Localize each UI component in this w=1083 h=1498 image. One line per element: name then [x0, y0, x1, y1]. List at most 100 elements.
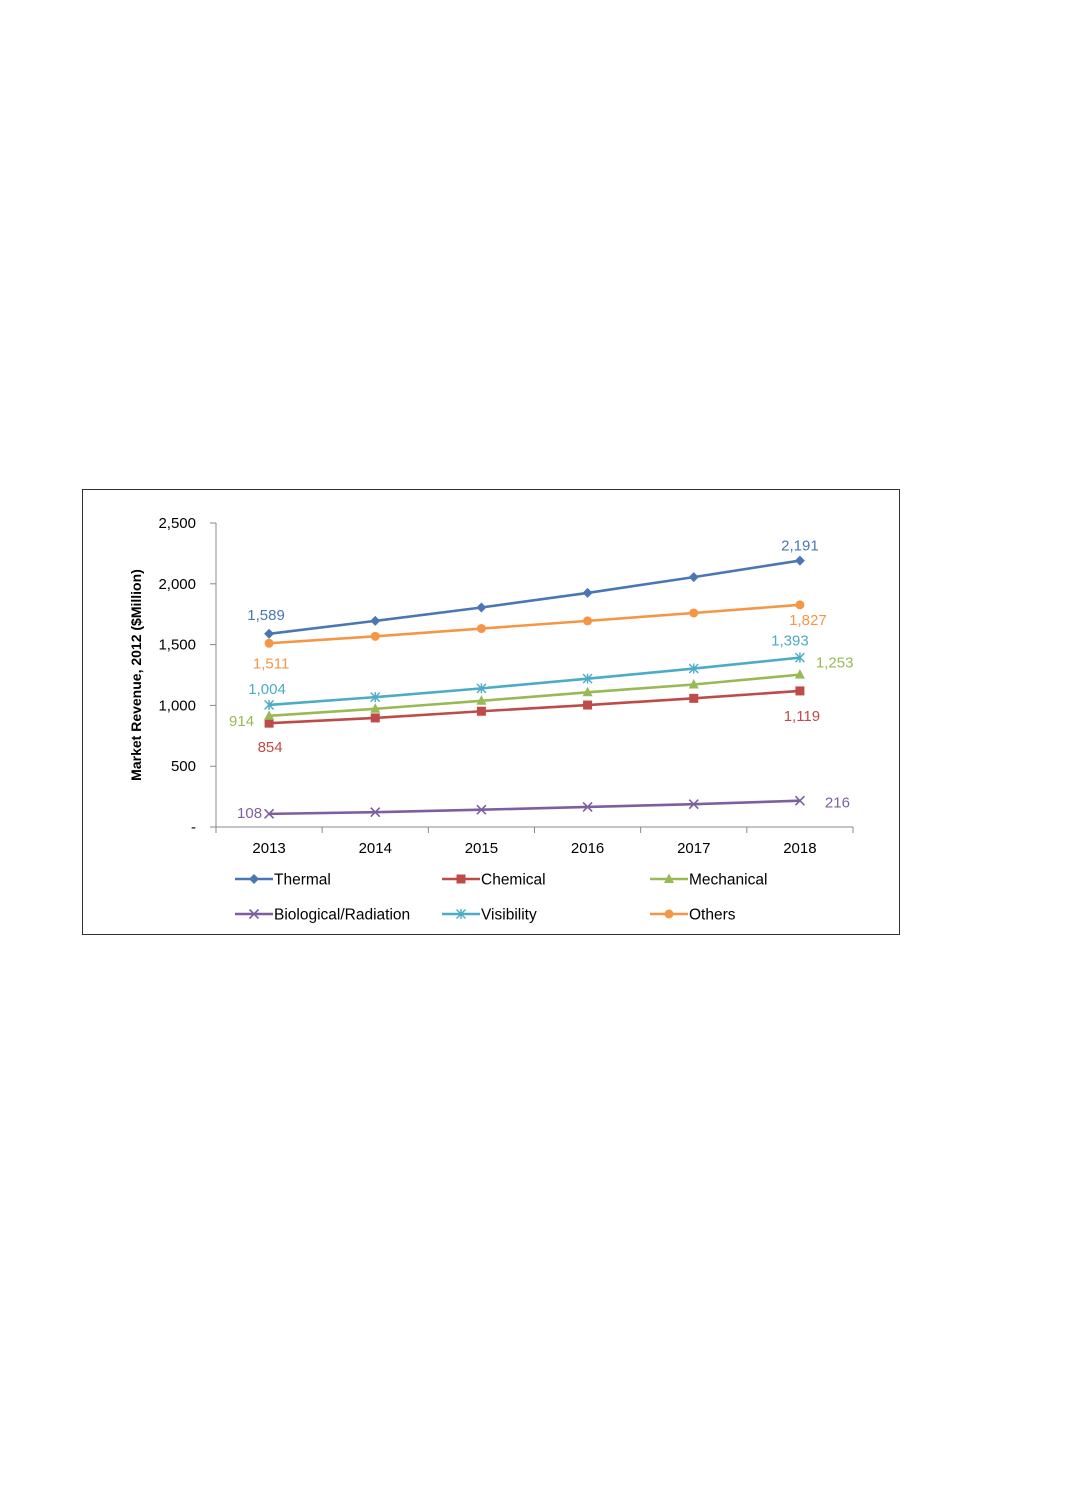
data-point-marker [370, 615, 381, 626]
asterisk-marker [476, 683, 487, 694]
data-point-marker [688, 678, 699, 689]
data-point-marker [264, 699, 275, 710]
x-tick-label: 2014 [359, 840, 392, 857]
data-point-marker [794, 555, 805, 566]
data-point-marker [370, 631, 380, 641]
data-point-marker [795, 686, 805, 696]
series-line [268, 559, 801, 636]
triangle-marker [476, 695, 487, 705]
data-point-marker [264, 808, 275, 819]
data-label: 1,004 [248, 681, 286, 698]
x-marker [688, 799, 699, 810]
legend-item-mechanical: Mechanical [650, 872, 767, 889]
data-label: 914 [229, 713, 254, 730]
x-tick-label: 2013 [252, 840, 285, 857]
data-label: 1,827 [789, 612, 827, 629]
series-biological-radiation [264, 795, 805, 819]
data-point-marker [794, 669, 805, 679]
square-marker [456, 874, 466, 884]
x-tick-label: 2018 [783, 840, 816, 857]
line-chart: - 500 1,000 1,500 2,000 2,500 2013 2014 2015 2016… [128, 515, 854, 924]
data-label: 2,191 [781, 538, 819, 555]
data-point-marker [664, 909, 674, 919]
asterisk-marker [794, 652, 805, 663]
triangle-marker [664, 873, 674, 883]
data-point-marker [476, 706, 486, 716]
asterisk-marker [370, 692, 381, 703]
circle-marker [476, 624, 486, 634]
series-line [268, 656, 801, 707]
asterisk-marker [264, 699, 275, 710]
y-tick-label: 500 [171, 758, 196, 775]
square-marker [583, 700, 593, 710]
legend-label: Thermal [274, 872, 331, 889]
legend-label: Others [689, 907, 736, 924]
legend-item-biological-radiation: Biological/Radiation [235, 907, 410, 924]
data-point-marker [583, 616, 593, 626]
data-point-marker [689, 608, 699, 618]
data-point-marker [456, 874, 466, 884]
data-point-marker [264, 710, 275, 720]
data-point-marker [582, 673, 593, 684]
legend-item-visibility: Visibility [442, 907, 537, 924]
series-others [264, 600, 805, 648]
data-point-marker [689, 693, 699, 703]
circle-marker [689, 608, 699, 618]
series-line [269, 689, 801, 725]
circle-marker [664, 909, 674, 919]
data-label: 216 [825, 795, 850, 812]
diamond-marker [688, 572, 699, 583]
data-label: 1,589 [247, 607, 285, 624]
square-marker [795, 686, 805, 696]
series-line [268, 673, 801, 718]
data-point-marker [264, 628, 275, 639]
diamond-marker [794, 555, 805, 566]
series-chemical [264, 686, 805, 728]
data-point-marker [688, 663, 699, 674]
data-label: 1,511 [253, 655, 289, 672]
data-point-marker [370, 807, 381, 818]
x-tick-label: 2015 [465, 840, 498, 857]
data-point-marker [370, 692, 381, 703]
data-label: 108 [237, 805, 262, 822]
x-marker [582, 801, 593, 813]
data-point-marker [476, 602, 487, 613]
square-marker [370, 713, 380, 723]
series-thermal [264, 555, 805, 639]
data-point-marker [370, 713, 380, 723]
data-point-marker [582, 686, 593, 697]
x-marker [248, 908, 260, 920]
triangle-marker [688, 678, 699, 689]
x-marker [794, 795, 805, 806]
data-label: 1,253 [816, 655, 854, 672]
y-tick-label: - [191, 819, 196, 836]
data-point-marker [794, 652, 805, 663]
asterisk-marker [456, 909, 466, 919]
series-mechanical [264, 669, 805, 720]
circle-marker [264, 638, 274, 648]
triangle-marker [370, 703, 381, 713]
diamond-marker [582, 587, 593, 598]
data-point-marker [688, 572, 699, 583]
legend-label: Chemical [481, 872, 546, 889]
data-point-marker [664, 873, 674, 883]
x-tick-label: 2016 [571, 840, 604, 857]
legend-item-thermal: Thermal [235, 872, 331, 889]
diamond-marker [476, 602, 487, 613]
y-tick-label: 2,500 [158, 515, 196, 532]
data-point-marker [456, 909, 466, 919]
data-point-marker [688, 799, 699, 810]
data-point-marker [249, 874, 259, 884]
legend-item-chemical: Chemical [442, 872, 546, 889]
data-point-marker [582, 801, 593, 813]
data-label: 1,393 [771, 633, 809, 650]
triangle-marker [264, 710, 275, 720]
y-tick-label: 2,000 [158, 576, 196, 593]
y-tick-label: 1,500 [158, 637, 196, 654]
data-point-marker [476, 624, 486, 634]
circle-marker [795, 600, 805, 610]
data-label: 854 [258, 739, 283, 756]
y-tick-label: 1,000 [158, 697, 196, 714]
square-marker [689, 693, 699, 703]
diamond-marker [370, 615, 381, 626]
